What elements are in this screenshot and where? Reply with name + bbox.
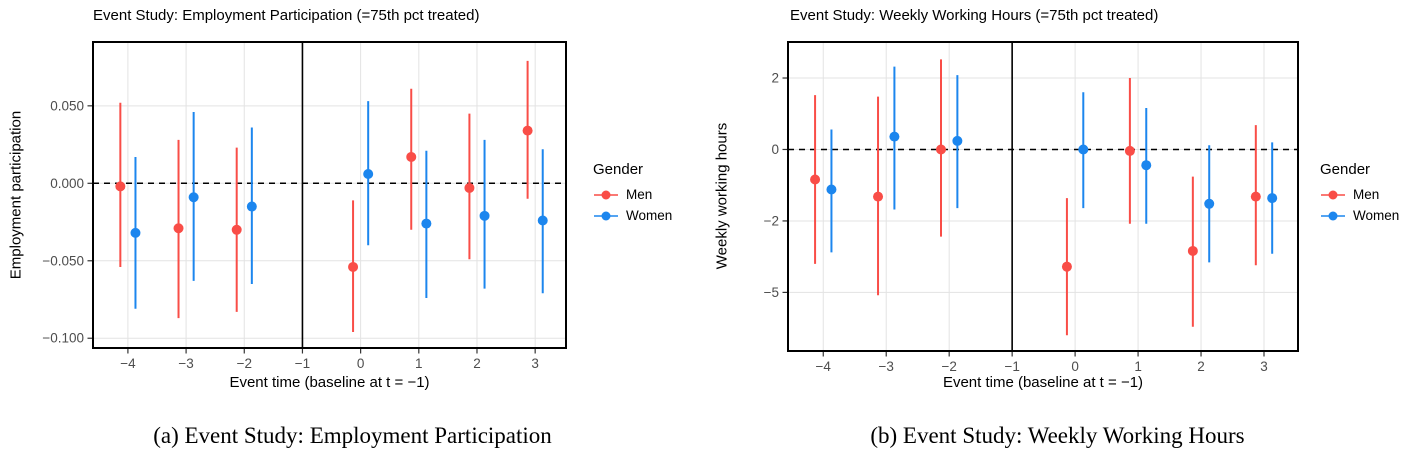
point-estimate-dot [348,261,359,272]
point-estimate-dot [1141,160,1152,171]
y-tick-label: −0.100 [42,331,84,346]
chart-a-x-axis-label: Event time (baseline at t = −1) [229,374,430,391]
point-estimate-dot [1267,193,1278,204]
x-tick-label: 2 [473,356,481,371]
point-estimate-dot [873,191,884,202]
point-estimate-dot [464,182,475,193]
subfigure-a: Event Study: Employment Participation (=… [8,7,673,448]
subfigure-b-caption: (b) Event Study: Weekly Working Hours [870,423,1245,448]
x-tick-label: 3 [531,356,539,371]
point-estimate-dot [363,169,374,180]
point-estimate-dot [1187,245,1198,256]
x-tick-label: 1 [1134,359,1142,374]
men-key-dot [1328,190,1338,199]
legend-item-men: Men [593,187,672,202]
legend-label-women: Women [1353,208,1400,223]
legend-item-men: Men [1320,187,1399,202]
point-estimate-dot [246,201,257,212]
legend-title: Gender [593,161,644,178]
y-tick-label: 0 [771,142,779,157]
point-estimate-dot [537,215,548,226]
legend-label-men: Men [1353,187,1380,202]
legend-item-women: Women [593,208,672,223]
point-estimate-dot [421,218,432,229]
women-pointrange-key-icon [594,211,618,220]
chart-b-canvas: −4 −3 −2 −1 0 1 2 3 2 0 −2 −5 [764,41,1299,374]
point-estimate-dot [1204,198,1215,209]
legend-item-women: Women [1320,208,1399,223]
point-estimate-dot [522,125,533,136]
women-key-dot [1328,211,1338,220]
women-pointrange-key-icon [1321,211,1345,220]
point-estimate-dot [188,192,199,203]
point-estimate-dot [173,223,184,234]
point-estimate-dot [889,131,900,142]
chart-b-legend: Gender Men Women [1320,161,1399,229]
y-tick-label: −5 [764,285,779,300]
x-tick-label: −1 [1004,359,1019,374]
point-estimate-dot [1061,261,1072,272]
point-estimate-dot [231,224,242,235]
chart-a-canvas: −4 −3 −2 −1 0 1 2 3 0.050 0.000 −0.050 −0.100 [42,41,567,371]
point-estimate-dot [1250,191,1261,202]
point-estimate-dot [952,135,963,146]
point-estimate-dot [479,210,490,221]
x-tick-label: −3 [178,356,193,371]
chart-a-legend: Gender Men Women [593,161,672,229]
point-estimate-dot [1078,144,1089,155]
women-key-dot [601,211,611,220]
point-estimate-dot [1124,145,1135,156]
subfigure-a-caption: (a) Event Study: Employment Participatio… [153,423,552,448]
point-estimate-dot [406,151,417,162]
panel-background [788,42,1298,351]
panel-border [787,41,1299,352]
point-estimate-dot [826,184,837,195]
subfigure-b: Event Study: Weekly Working Hours (=75th… [705,0,1410,465]
chart-b-title: Event Study: Weekly Working Hours (=75th… [790,7,1159,24]
x-tick-label: 2 [1197,359,1205,374]
x-tick-label: 3 [1260,359,1268,374]
panel-border [92,41,567,349]
y-tick-label: 0.050 [50,98,84,113]
x-tick-label: 0 [1071,359,1079,374]
x-tick-label: −2 [941,359,956,374]
y-tick-label: −2 [764,213,779,228]
x-tick-label: −1 [295,356,310,371]
x-tick-label: 0 [357,356,365,371]
x-tick-label: 1 [415,356,423,371]
men-pointrange-key-icon [594,190,618,199]
y-tick-label: 2 [771,71,779,86]
panel-background [93,42,566,348]
x-tick-label: −4 [120,356,136,371]
y-tick-label: 0.000 [50,176,84,191]
legend-label-women: Women [626,208,673,223]
legend-title: Gender [1320,161,1371,178]
men-pointrange-key-icon [1321,190,1345,199]
x-tick-label: −2 [237,356,252,371]
legend-label-men: Men [626,187,653,202]
point-estimate-dot [130,227,141,238]
x-tick-label: −3 [879,359,894,374]
x-tick-label: −4 [816,359,832,374]
point-estimate-dot [810,174,821,185]
men-key-dot [601,190,611,199]
point-estimate-dot [115,181,126,192]
chart-a-title: Event Study: Employment Participation (=… [93,7,480,24]
point-estimate-dot [936,144,946,155]
chart-b-x-axis-label: Event time (baseline at t = −1) [942,374,1144,391]
y-tick-label: −0.050 [42,253,84,268]
